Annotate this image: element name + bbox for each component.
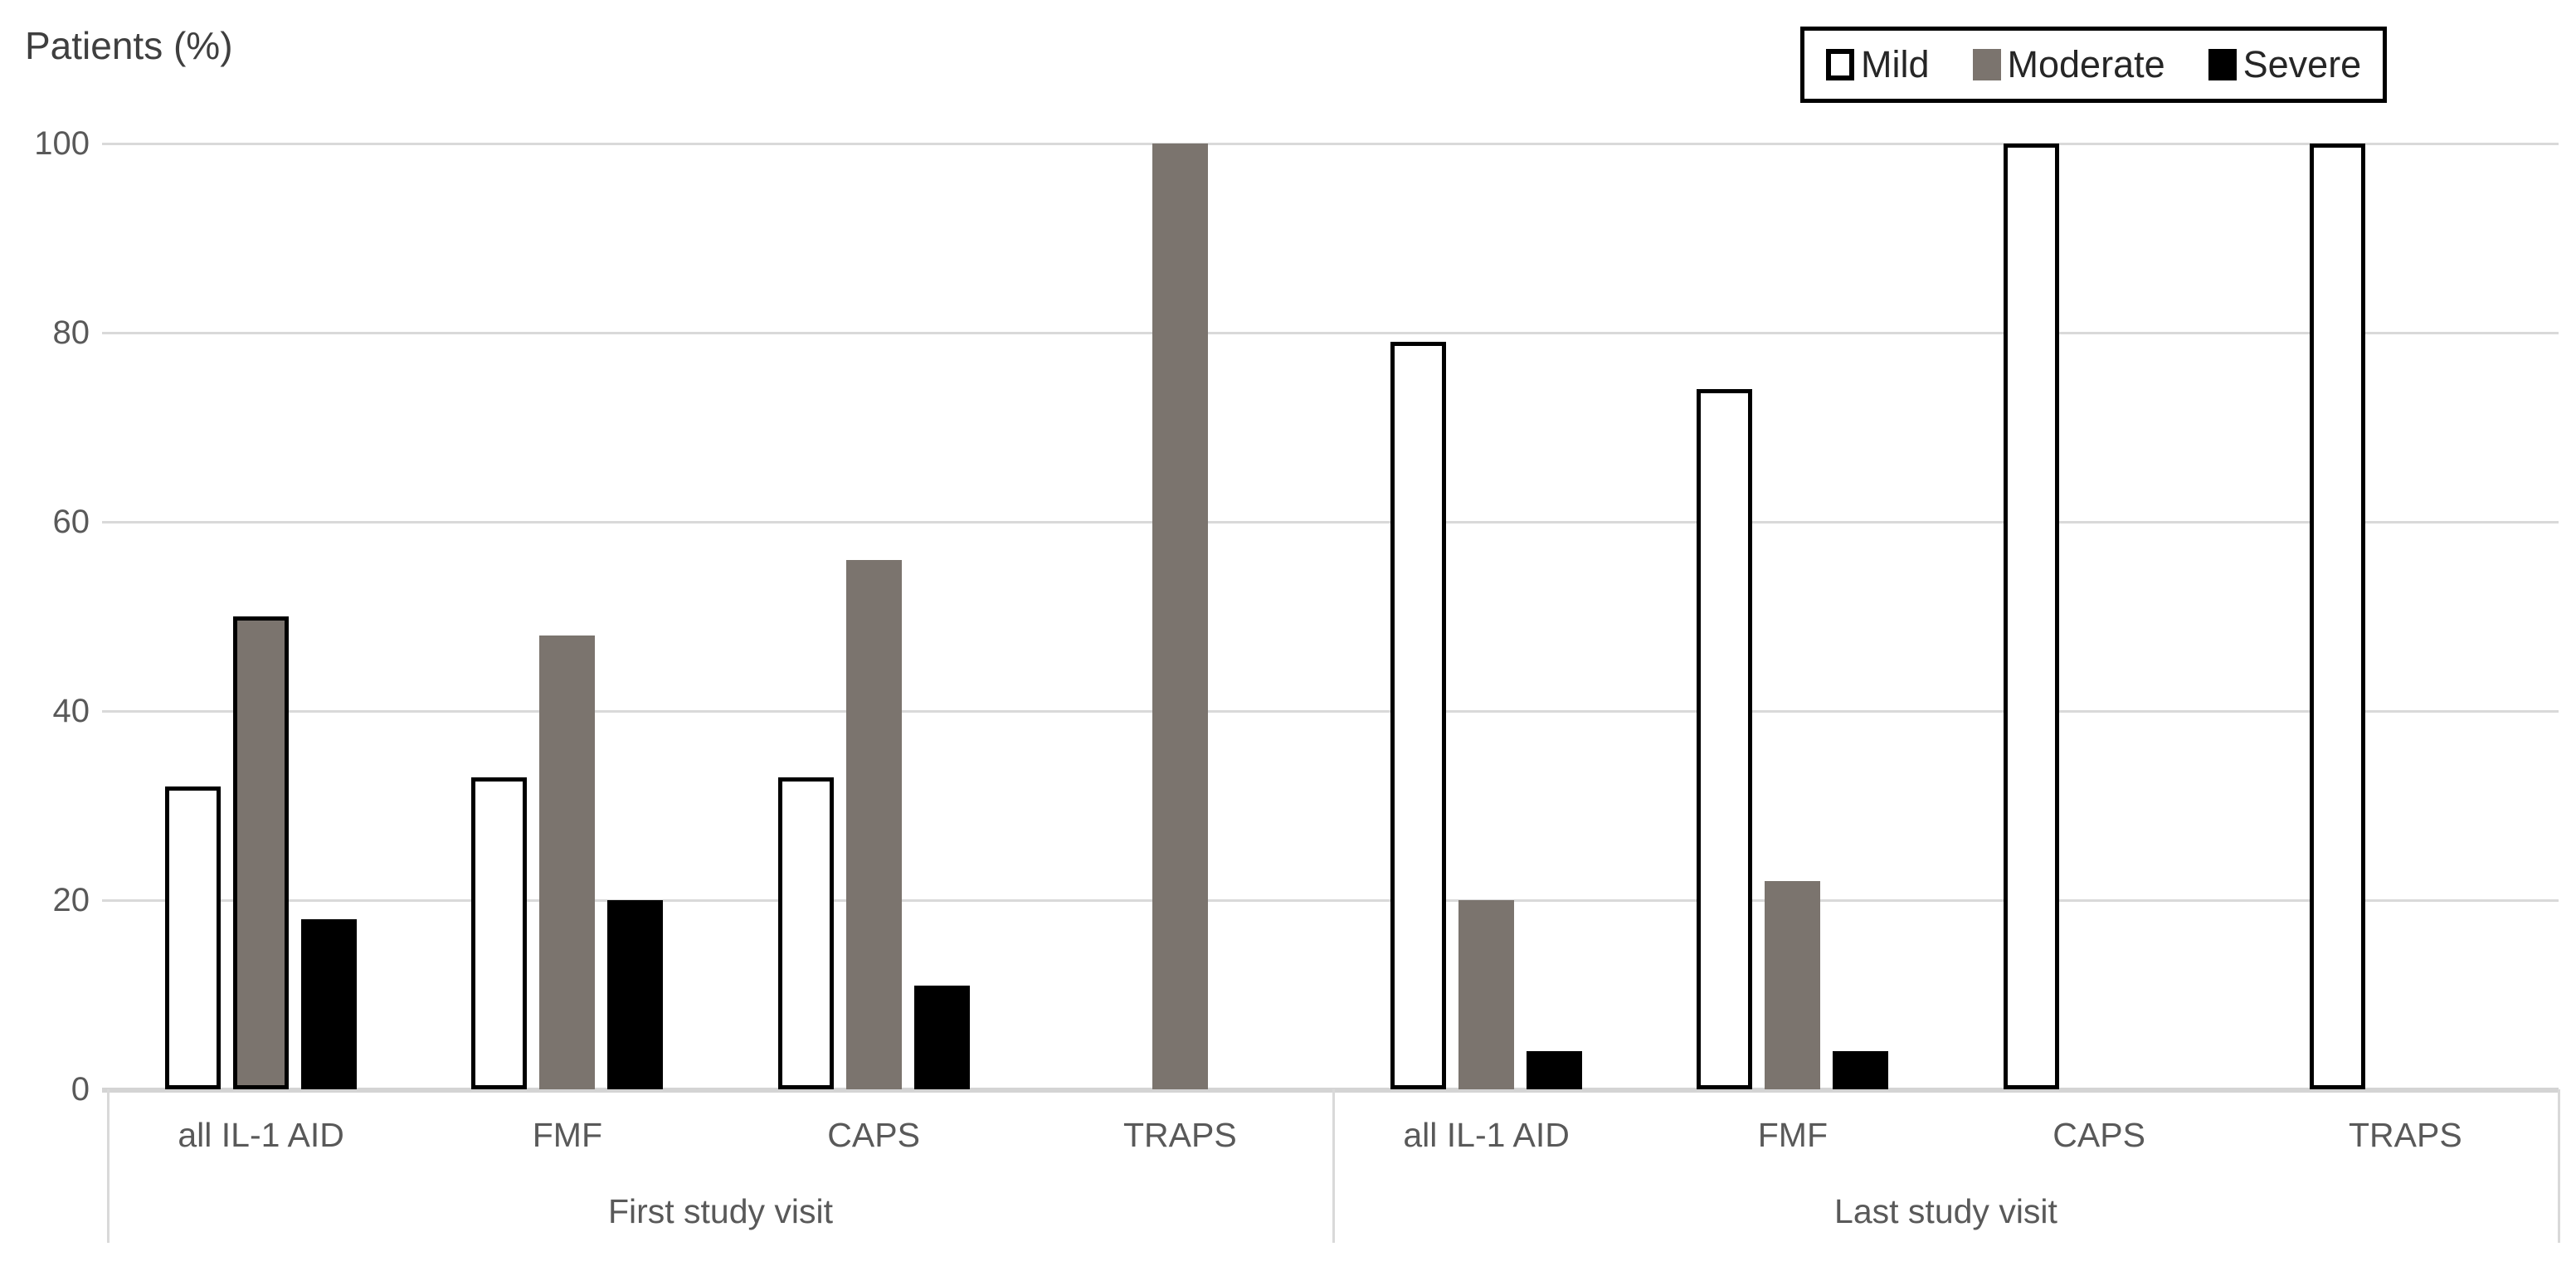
category-label-caps: CAPS [2053,1116,2145,1154]
bar-mild-fmf-first-study-visit [471,777,528,1089]
axis-separator-0 [107,1089,110,1243]
legend-item-severe: Severe [2208,43,2362,86]
y-tick-label-100: 100 [34,125,90,162]
category-label-all-il-1-aid: all IL-1 AID [178,1116,344,1154]
category-label-traps: TRAPS [1123,1116,1237,1154]
y-tick-label-0: 0 [71,1071,90,1108]
group-label-last-study-visit: Last study visit [1834,1192,2057,1230]
bar-severe-fmf-first-study-visit [607,900,664,1089]
gridline-40 [102,710,2559,713]
bar-moderate-traps-first-study-visit [1152,144,1208,1089]
y-tick-label-20: 20 [52,882,90,918]
gridline-80 [102,332,2559,334]
bar-mild-fmf-last-study-visit [1697,389,1753,1089]
bar-moderate-fmf-first-study-visit [539,635,596,1089]
bar-mild-traps-last-study-visit [2309,144,2365,1089]
bar-moderate-caps-first-study-visit [845,559,902,1089]
gridline-100 [102,143,2559,145]
legend-swatch-moderate-icon [1972,49,2001,80]
axis-separator-2 [2558,1089,2560,1243]
bar-severe-caps-first-study-visit [913,985,970,1089]
bar-mild-all-il-1-aid-last-study-visit [1390,342,1447,1089]
legend-label-mild: Mild [1861,43,1930,85]
category-label-all-il-1-aid: all IL-1 AID [1403,1116,1570,1154]
axis-separator-1 [1332,1089,1335,1243]
gridline-60 [102,521,2559,523]
bar-severe-all-il-1-aid-last-study-visit [1527,1051,1583,1089]
y-tick-label-60: 60 [52,504,90,540]
legend-swatch-severe-icon [2208,49,2237,80]
y-tick-label-80: 80 [52,314,90,351]
legend-label-severe: Severe [2242,43,2362,85]
legend: Mild Moderate Severe [1800,27,2388,103]
category-label-fmf: FMF [1757,1116,1828,1154]
category-label-fmf: FMF [532,1116,602,1154]
legend-item-mild: Mild [1826,43,1930,86]
gridline-20 [102,899,2559,902]
bar-moderate-fmf-last-study-visit [1765,881,1821,1089]
bar-mild-all-il-1-aid-first-study-visit [165,786,222,1089]
x-axis-line [102,1088,2559,1093]
bar-severe-fmf-last-study-visit [1833,1051,1889,1089]
chart-title: Patients (%) [25,24,233,67]
bar-moderate-all-il-1-aid-first-study-visit [233,616,290,1089]
bar-mild-caps-first-study-visit [777,777,834,1089]
y-tick-label-40: 40 [52,693,90,729]
category-label-caps: CAPS [827,1116,920,1154]
category-label-traps: TRAPS [2349,1116,2462,1154]
legend-item-moderate: Moderate [1972,43,2165,86]
bar-severe-all-il-1-aid-first-study-visit [301,918,358,1089]
bar-mild-caps-last-study-visit [2003,144,2059,1089]
legend-swatch-mild-icon [1826,49,1854,80]
legend-label-moderate: Moderate [2007,43,2165,85]
group-label-first-study-visit: First study visit [607,1192,834,1230]
bar-moderate-all-il-1-aid-last-study-visit [1458,900,1515,1089]
